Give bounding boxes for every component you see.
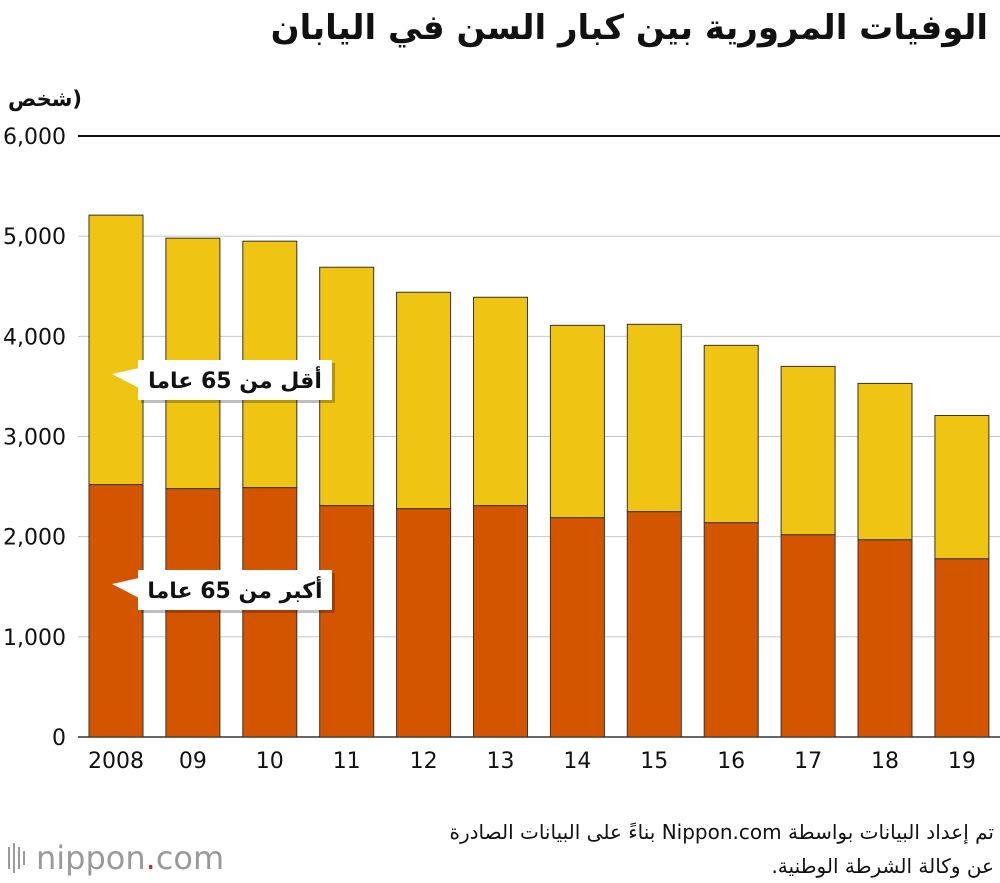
stacked-bar-chart: 0 1,000 2,000 3,000 4,000 5,000 6,000 2008 09 10…: [3, 125, 1000, 774]
source-line-1: تم إعداد البيانات بواسطة Nippon.com بناء…: [449, 820, 995, 844]
y-tick-label: 5,000: [3, 225, 66, 250]
bar-over-65: [473, 505, 528, 738]
bar-under-65: [934, 414, 990, 560]
x-tick-label: 13: [487, 749, 515, 774]
bar-over-65: [165, 488, 221, 738]
bar-under-65: [549, 324, 605, 519]
y-tick-label: 6,000: [3, 125, 66, 150]
y-tick-label: 4,000: [3, 325, 66, 350]
bar-over-65: [242, 487, 298, 738]
logo-dot: .: [145, 839, 156, 877]
x-tick-label: 09: [179, 749, 207, 774]
bar-over-65: [626, 511, 682, 738]
legend-label: أقل من 65 عاما: [148, 365, 322, 394]
legend-box: [138, 570, 332, 610]
bar-over-65: [549, 517, 605, 738]
legend-pointer: [112, 368, 139, 388]
bar-under-65: [780, 365, 836, 536]
x-tick-label: 15: [640, 749, 668, 774]
x-tick-label: 16: [717, 749, 745, 774]
legend-label: أكبر من 65 عاما: [147, 575, 322, 604]
bars: [88, 214, 990, 738]
bar-under-65: [473, 296, 528, 507]
source-note: تم إعداد البيانات بواسطة Nippon.com بناء…: [294, 815, 995, 883]
x-tick-label: 19: [948, 749, 976, 774]
legend-pointer: [112, 578, 139, 598]
bar-over-65: [396, 508, 452, 738]
bar-under-65: [396, 291, 452, 510]
bar-over-65: [780, 534, 836, 738]
nippon-seal-icon: [8, 843, 25, 873]
legend: أقل من 65 عاما أكبر من 65 عاما: [112, 360, 335, 613]
logo-suffix: com: [155, 839, 225, 877]
y-tick-label: 0: [52, 726, 66, 751]
x-tick-label: 17: [794, 749, 822, 774]
chart-title: الوفيات المرورية بين كبار السن في اليابا…: [270, 8, 988, 48]
y-tick-label: 2,000: [3, 526, 66, 551]
y-tick-label: 1,000: [3, 626, 66, 651]
y-axis-ticks: 0 1,000 2,000 3,000 4,000 5,000 6,000: [3, 125, 66, 751]
bar-over-65: [703, 522, 759, 738]
y-tick-label: 3,000: [3, 426, 66, 451]
logo-name: nippon: [36, 839, 146, 877]
x-tick-label: 14: [563, 749, 591, 774]
x-tick-label: 12: [410, 749, 438, 774]
bar-under-65: [703, 344, 759, 524]
nippon-logo: nippon.com: [6, 838, 224, 878]
x-tick-label: 11: [333, 749, 361, 774]
bar-under-65: [857, 382, 913, 541]
bar-over-65: [319, 505, 375, 738]
x-tick-label: 2008: [88, 749, 144, 774]
bar-under-65: [88, 214, 144, 486]
bar-over-65: [88, 484, 144, 738]
x-axis-ticks: 2008 09 10 11 12 13 14 15 16 17 18 19: [88, 749, 976, 774]
bar-under-65: [626, 323, 682, 513]
x-tick-label: 18: [871, 749, 899, 774]
grid-lines: [78, 135, 1000, 738]
legend-box: [138, 360, 332, 400]
bar-over-65: [934, 558, 990, 738]
bar-over-65: [857, 539, 913, 738]
y-axis-unit-label: (شخص: [8, 87, 83, 111]
source-line-2: عن وكالة الشرطة الوطنية.: [771, 854, 994, 878]
x-tick-label: 10: [256, 749, 284, 774]
